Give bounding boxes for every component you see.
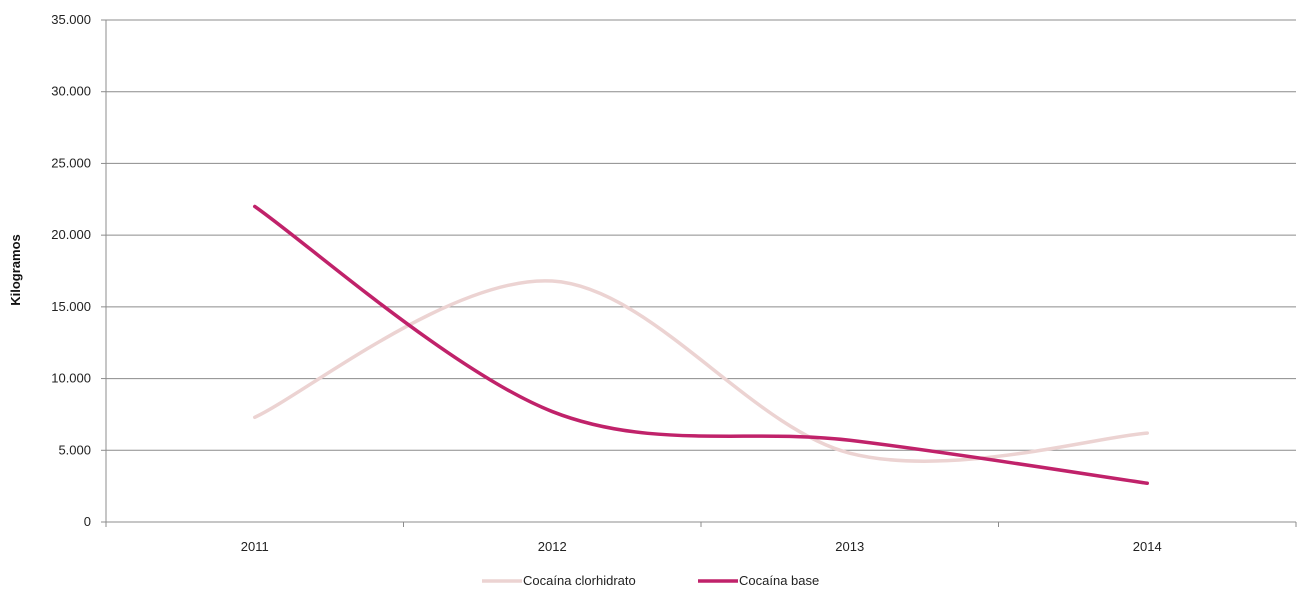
legend-label: Cocaína clorhidrato (523, 573, 636, 588)
series-lines (253, 204, 1149, 486)
x-axis-ticks: 2011 2012 2013 2014 (105, 522, 1297, 554)
y-tick-label: 15.000 (51, 299, 91, 314)
y-tick-label: 30.000 (51, 84, 91, 99)
series-line-cocaina-base (253, 204, 1149, 486)
legend: Cocaína clorhidrato Cocaína base (482, 573, 819, 588)
legend-item: Cocaína clorhidrato (482, 573, 636, 588)
gridlines (106, 19, 1296, 451)
legend-label: Cocaína base (739, 573, 819, 588)
y-tick-label: 0 (84, 514, 91, 529)
x-tick-label: 2014 (1133, 539, 1162, 554)
series-line-cocaina-clorhidrato (253, 279, 1149, 463)
y-tick-label: 35.000 (51, 12, 91, 27)
x-tick-label: 2011 (241, 539, 269, 554)
y-axis-title: Kilogramos (8, 234, 23, 306)
y-axis-ticks: 0 5.000 10.000 15.000 20.000 25.000 30.000 35.0… (51, 12, 106, 529)
legend-item: Cocaína base (698, 573, 819, 588)
y-tick-label: 20.000 (51, 227, 91, 242)
axes (105, 20, 1296, 523)
x-tick-label: 2012 (538, 539, 567, 554)
y-tick-label: 5.000 (58, 442, 91, 457)
x-tick-label: 2013 (835, 539, 864, 554)
y-tick-label: 10.000 (51, 371, 91, 386)
y-tick-label: 25.000 (51, 155, 91, 170)
